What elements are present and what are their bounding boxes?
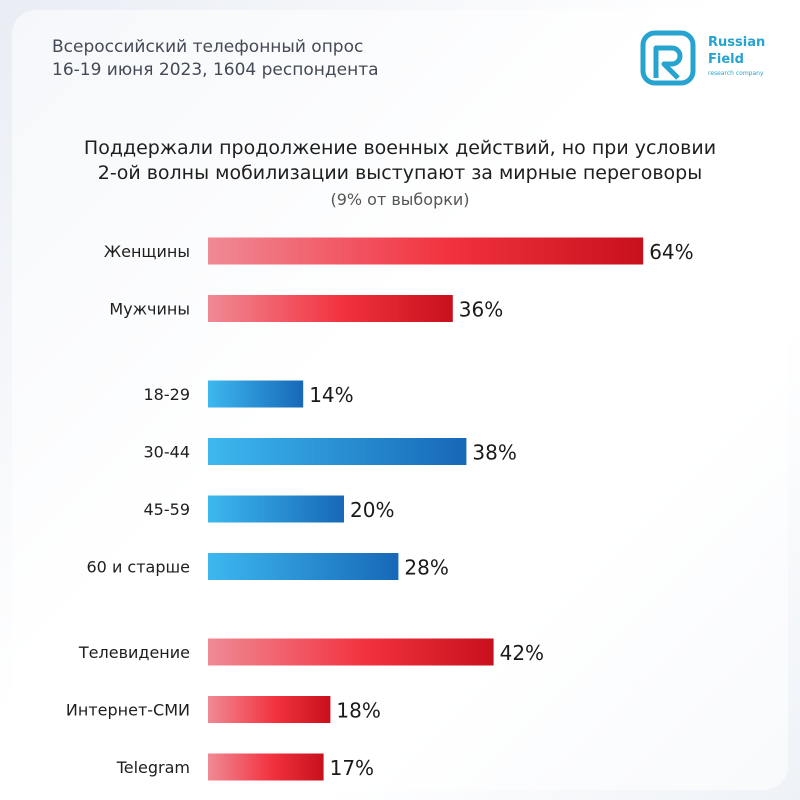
category-label: Telegram [116,758,190,777]
value-label: 17% [330,756,374,780]
value-label: 42% [500,641,544,665]
logo-line-2: Field [708,52,744,67]
chart-title: Поддержали продолжение военных действий,… [0,136,800,186]
logo-tagline: research company [708,70,764,77]
value-label: 18% [336,699,380,723]
value-label: 38% [472,441,516,465]
value-label: 64% [649,240,693,264]
chart-title-line-2: 2-ой волны мобилизации выступают за мирн… [97,162,703,184]
category-label: 30-44 [144,443,191,462]
bar-2-1 [208,696,331,723]
bar-1-1 [208,438,467,465]
category-label: Мужчины [109,300,190,319]
category-label: Женщины [104,242,190,261]
bar-2-0 [208,638,494,666]
bar-0-1 [208,295,453,322]
value-label: 14% [309,383,353,407]
survey-line-1: Всероссийский телефонный опрос [52,37,364,57]
logo-mark-icon [640,30,696,86]
category-label: Телевидение [78,643,190,662]
chart-subtitle: (9% от выборки) [330,190,470,209]
category-label: Интернет-СМИ [66,701,190,720]
bar-0-0 [208,237,644,265]
survey-line-2: 16-19 июня 2023, 1604 респондента [52,60,379,80]
logo-line-1: Russian [708,35,766,50]
value-label: 20% [350,498,394,522]
value-label: 28% [404,556,448,580]
value-label: 36% [459,298,503,322]
bar-1-2 [208,495,344,523]
chart-title-line-1: Поддержали продолжение военных действий,… [83,137,717,159]
bar-1-3 [208,553,399,580]
bar-2-2 [208,753,324,781]
logo-text: Russian Field [708,34,765,68]
survey-info: Всероссийский телефонный опрос 16-19 июн… [52,36,379,82]
category-label: 18-29 [144,385,191,404]
bar-1-0 [208,380,304,408]
category-label: 60 и старше [87,558,191,577]
russian-field-logo: Russian Field research company [640,30,770,86]
category-label: 45-59 [144,500,191,519]
